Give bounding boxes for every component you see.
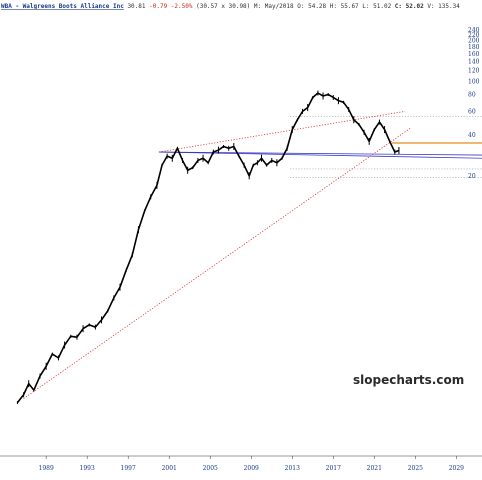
bar-period: M: May/2018: [250, 3, 294, 10]
x-tick-label: 2017: [326, 465, 341, 472]
last-price: 30.81: [124, 3, 146, 10]
y-tick-label: 80: [468, 91, 476, 98]
close-value: 52.02: [406, 3, 424, 10]
trendlines: [23, 110, 482, 399]
upper-trendline: [158, 110, 406, 153]
x-tick-label: 2021: [367, 465, 382, 472]
ticker-symbol[interactable]: WBA: [1, 3, 12, 10]
y-tick-label: 20: [468, 173, 476, 180]
y-tick-label: 240: [468, 27, 480, 34]
x-tick-label: 2001: [162, 465, 177, 472]
y-tick-label: 180: [468, 44, 480, 51]
x-tick-label: 2025: [408, 465, 423, 472]
close-label: C:: [391, 3, 405, 10]
y-tick-label: 40: [468, 132, 476, 139]
lower-blue-trendline: [158, 151, 482, 159]
x-tick-label: 2029: [449, 465, 464, 472]
y-tick-label: 140: [468, 59, 480, 66]
bid-ask-range: (30.57 x 30.98): [192, 3, 250, 10]
y-tick-label: 200: [468, 38, 480, 45]
horizontal-reference-lines: [290, 116, 482, 178]
volume-value: V: 135.34: [424, 3, 461, 10]
y-tick-label: 220: [468, 32, 480, 39]
high-value: H: 55.67: [326, 3, 359, 10]
x-tick-label: 1993: [80, 465, 95, 472]
price-change: -0.79 -2.50%: [146, 3, 193, 10]
price-series: [16, 90, 400, 405]
chart-header: WBA - Walgreens Boots Alliance Inc 30.81…: [1, 3, 460, 10]
low-value: L: 51.02: [359, 3, 392, 10]
x-tick-label: 1997: [121, 465, 136, 472]
price-series-line: [16, 92, 400, 404]
x-tick-label: 2013: [285, 465, 300, 472]
long-term-support-trendline: [23, 127, 411, 399]
upper-blue-trendline: [158, 151, 482, 156]
company-name[interactable]: - Walgreens Boots Alliance Inc: [12, 3, 124, 10]
y-tick-label: 60: [468, 108, 476, 115]
y-tick-label: 100: [468, 78, 480, 85]
x-tick-label: 2005: [203, 465, 218, 472]
x-tick-label: 1989: [39, 465, 54, 472]
watermark: slopecharts.com: [353, 373, 464, 387]
y-tick-label: 120: [468, 68, 480, 75]
open-value: O: 54.28: [294, 3, 327, 10]
y-tick-label: 160: [468, 51, 480, 58]
x-axis: 1989 1993 1997 2001 2005 2009 2013 2017 2021 2025…: [39, 456, 464, 472]
x-tick-label: 2009: [244, 465, 259, 472]
